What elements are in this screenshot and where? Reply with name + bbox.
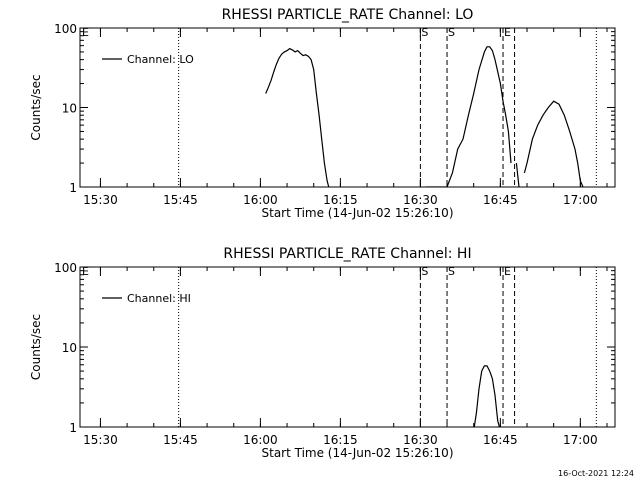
series-line bbox=[265, 46, 584, 187]
x-tick-label: 16:00 bbox=[243, 193, 278, 207]
time-marker-label: E bbox=[504, 26, 511, 39]
footer-timestamp: 16-Oct-2021 12:24 bbox=[558, 469, 634, 478]
time-marker-label: S bbox=[448, 26, 455, 39]
time-marker-label: E bbox=[82, 26, 89, 39]
y-tick-label: 1 bbox=[69, 181, 77, 195]
x-tick-label: 16:15 bbox=[323, 433, 358, 447]
x-tick-label: 16:45 bbox=[483, 193, 518, 207]
plot-frame bbox=[79, 266, 616, 428]
series-line bbox=[473, 365, 501, 427]
x-tick-label: 17:00 bbox=[563, 193, 598, 207]
x-tick-label: 15:45 bbox=[163, 433, 198, 447]
time-marker-label: E bbox=[82, 265, 89, 278]
x-tick-label: 15:45 bbox=[163, 193, 198, 207]
x-tick-label: 17:00 bbox=[563, 433, 598, 447]
x-tick-label: 16:15 bbox=[323, 193, 358, 207]
time-marker-label: S bbox=[421, 265, 428, 278]
legend-label: Channel: HI bbox=[127, 292, 191, 305]
time-marker-label: S bbox=[448, 265, 455, 278]
chart-title: RHESSI PARTICLE_RATE Channel: LO bbox=[222, 7, 474, 23]
x-tick-label: 15:30 bbox=[83, 193, 118, 207]
hi-channel-panel: RHESSI PARTICLE_RATE Channel: HI 1 10 100 15… bbox=[29, 246, 616, 460]
lo-channel-panel: RHESSI PARTICLE_RATE Channel: LO 1 10 100 15… bbox=[29, 7, 616, 220]
x-axis-label: Start Time (14-Jun-02 15:26:10) bbox=[262, 446, 454, 460]
y-axis-label: Counts/sec bbox=[29, 74, 43, 140]
x-axis-label: Start Time (14-Jun-02 15:26:10) bbox=[262, 206, 454, 220]
x-tick-label: 15:30 bbox=[83, 433, 118, 447]
y-tick-label: 10 bbox=[62, 341, 77, 355]
legend-label: Channel: LO bbox=[127, 53, 194, 66]
y-axis-label: Counts/sec bbox=[29, 314, 43, 380]
x-tick-label: 16:45 bbox=[483, 433, 518, 447]
x-tick-label: 16:30 bbox=[403, 433, 438, 447]
y-tick-label: 100 bbox=[54, 261, 77, 275]
x-tick-label: 16:30 bbox=[403, 193, 438, 207]
plot-frame bbox=[79, 27, 616, 188]
time-marker-label: E bbox=[504, 265, 511, 278]
time-marker-label: S bbox=[421, 26, 428, 39]
y-tick-label: 1 bbox=[69, 421, 77, 435]
x-tick-label: 16:00 bbox=[243, 433, 278, 447]
chart-title: RHESSI PARTICLE_RATE Channel: HI bbox=[223, 246, 471, 262]
y-tick-label: 10 bbox=[62, 102, 77, 116]
y-tick-label: 100 bbox=[54, 22, 77, 36]
